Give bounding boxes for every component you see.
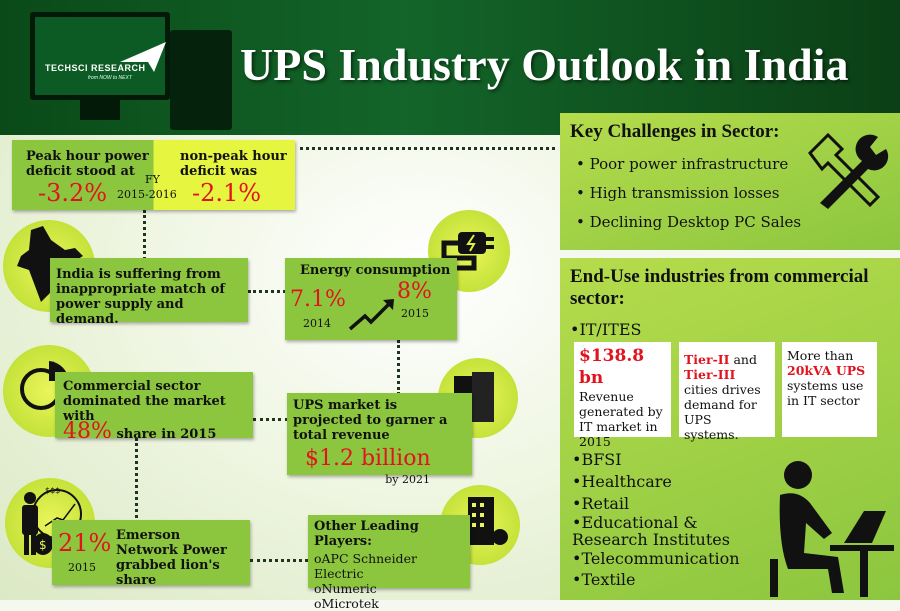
nonpeak-value: -2.1%	[192, 179, 262, 207]
emerson-text: Emerson Network Power grabbed lion's sha…	[116, 528, 227, 588]
tier-text: cities drives demand for UPS systems.	[684, 382, 761, 442]
ups-capacity-value: 20kVA UPS	[787, 363, 866, 378]
page-title: UPS Industry Outlook in India	[240, 39, 849, 90]
building-icon	[468, 497, 508, 545]
trend-arrow-icon	[348, 299, 394, 331]
it-revenue-text: Revenue generated by IT market in 2015	[579, 389, 663, 449]
challenge-item: Poor power infrastructure	[576, 150, 890, 179]
logo: TECHSCI RESEARCH	[45, 63, 146, 73]
challenge-item: High transmission losses	[576, 179, 890, 208]
industry-item: BFSI	[572, 450, 772, 469]
period: 2015-2016	[117, 188, 177, 201]
it-label: •IT/ITES	[570, 320, 642, 339]
connector	[135, 438, 138, 523]
player-item: oAPC Schneider Electric	[314, 551, 417, 581]
revenue-value: $1.2 billion	[305, 446, 431, 471]
energy-2015-year: 2015	[401, 307, 429, 320]
commercial-box: Commercial sector dominated the market w…	[55, 372, 253, 443]
text: and	[729, 352, 757, 367]
end-use-title: End-Use industries from commercial secto…	[570, 266, 869, 309]
player-item: oNumeric	[314, 581, 377, 596]
player-item: oMicrotek	[314, 596, 379, 611]
players-title: Other Leading Players:	[314, 519, 419, 549]
energy-box: Energy consumption 7.1% 2014 8% 2015	[285, 258, 457, 340]
commercial-suffix: share in 2015	[116, 427, 217, 442]
connector	[248, 290, 286, 293]
connector	[250, 559, 308, 562]
challenge-item: Declining Desktop PC Sales	[576, 208, 890, 237]
svg-text:$: $	[39, 538, 47, 552]
nonpeak-label: non-peak hour deficit was	[180, 149, 287, 179]
energy-2014-value: 7.1%	[290, 287, 346, 312]
connector	[143, 210, 146, 260]
challenges-title: Key Challenges in Sector:	[570, 121, 780, 142]
monitor-stand	[80, 100, 120, 120]
ups-capacity-box: More than 20kVA UPS systems use in IT se…	[782, 342, 877, 437]
connector	[300, 147, 555, 150]
energy-title: Energy consumption	[300, 263, 451, 278]
revenue-year: by 2021	[385, 473, 430, 486]
logo-tagline: from NOW to NEXT	[88, 75, 132, 81]
tools-icon	[808, 132, 889, 209]
period-label: FY	[145, 173, 160, 186]
plug-icon	[441, 232, 494, 271]
industry-item: Telecommunication	[572, 549, 772, 568]
text: More than	[787, 348, 854, 363]
revenue-box: UPS market is projected to garner a tota…	[287, 393, 472, 486]
players-box: Other Leading Players: oAPC Schneider El…	[308, 515, 470, 611]
deficit-box: Peak hour power deficit stood at -3.2% F…	[12, 140, 295, 210]
logo-arrow-icon	[120, 42, 166, 72]
ups-capacity-text: systems use in IT sector	[787, 378, 864, 408]
connector	[253, 418, 288, 421]
industry-item: Educational & Research Institutes	[572, 514, 772, 548]
industry-item: Textile	[572, 570, 772, 589]
industry-item: Retail	[572, 494, 772, 513]
revenue-text: UPS market is projected to garner a tota…	[293, 398, 448, 443]
tier2-label: Tier-II	[684, 352, 730, 367]
dollar-signs: $$$	[45, 486, 61, 495]
connector	[397, 340, 400, 395]
emerson-value: 21%	[58, 529, 112, 557]
energy-2014-year: 2014	[303, 317, 331, 330]
challenges-panel: Key Challenges in Sector: Poor power inf…	[560, 113, 900, 250]
energy-2015-value: 8%	[397, 279, 432, 304]
commercial-value: 48%	[63, 419, 112, 444]
peak-value: -3.2%	[38, 179, 108, 207]
it-revenue-box: $138.8 bn Revenue generated by IT market…	[574, 342, 671, 449]
emerson-box: 21% 2015 Emerson Network Power grabbed l…	[52, 520, 250, 588]
emerson-year: 2015	[68, 561, 96, 574]
industry-item: Healthcare	[572, 472, 772, 491]
mismatch-box: India is suffering from inappropriate ma…	[50, 258, 248, 327]
tier3-label: Tier-III	[684, 367, 736, 382]
commercial-text: Commercial sector dominated the market w…	[63, 379, 226, 424]
it-revenue-value: $138.8 bn	[579, 346, 645, 388]
pc-tower-icon	[170, 30, 232, 130]
person-at-computer-icon	[770, 461, 894, 597]
peak-label: Peak hour power deficit stood at	[26, 149, 149, 179]
tier-cities-box: Tier-II and Tier-III cities drives deman…	[679, 342, 775, 442]
